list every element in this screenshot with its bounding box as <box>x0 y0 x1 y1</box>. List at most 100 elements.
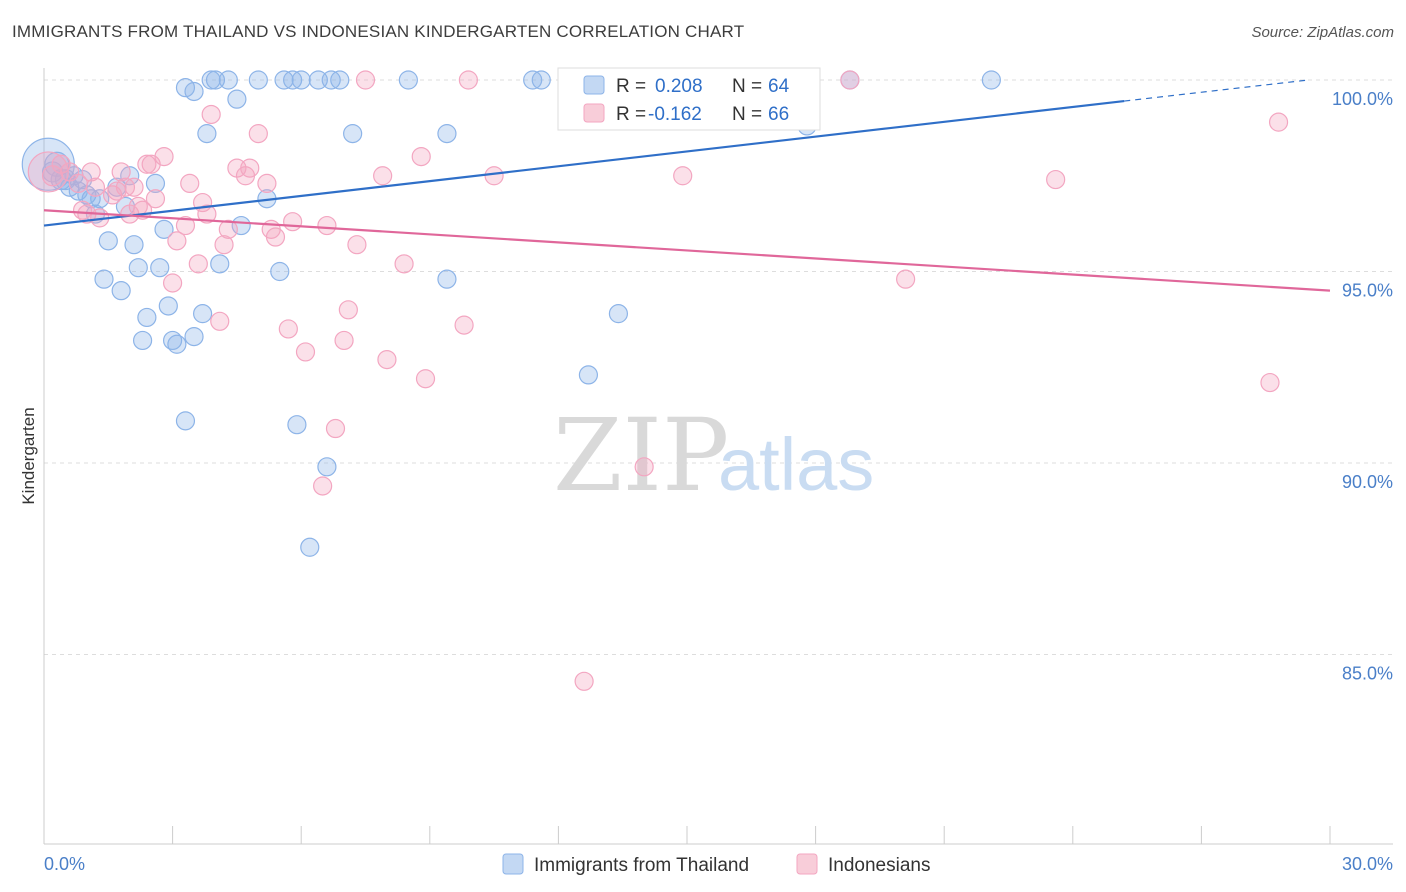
indonesians-point-62 <box>1260 372 1280 393</box>
thailand-point-15 <box>124 235 144 255</box>
series-legend: Immigrants from Thailand Indonesians <box>502 853 930 876</box>
y-tick-label-100: 100.0% <box>1332 89 1393 109</box>
legend-swatch-thailand <box>583 75 605 95</box>
thailand-point-50 <box>343 124 363 144</box>
thailand-point-45 <box>300 537 320 557</box>
indonesians-trend-line <box>43 209 1331 292</box>
indonesians-point-58 <box>673 166 693 186</box>
legend-n-value-indonesians: 66 <box>768 104 789 125</box>
thailand-point-35 <box>231 215 251 236</box>
thailand-point-24 <box>167 334 187 354</box>
indonesians-point-11 <box>111 162 131 182</box>
indonesians-point-19 <box>154 147 174 167</box>
indonesians-point-35 <box>257 173 277 194</box>
thailand-point-10 <box>98 231 118 251</box>
indonesians-point-45 <box>338 300 358 320</box>
thailand-trend-line <box>43 99 1125 227</box>
indonesians-point-20 <box>163 273 183 293</box>
indonesians-point-30 <box>218 219 238 239</box>
indonesians-point-65 <box>128 196 148 216</box>
legend-n-label-indonesians: N = <box>732 104 762 125</box>
thailand-point-16 <box>128 258 148 278</box>
thailand-point-18 <box>132 330 153 351</box>
bottom-legend-label-thailand: Immigrants from Thailand <box>534 855 749 876</box>
thailand-point-57 <box>608 304 629 324</box>
indonesians-point-40 <box>295 342 316 362</box>
legend-r-label-thailand: R = <box>616 76 646 97</box>
thailand-point-49 <box>330 70 350 90</box>
thailand-point-43 <box>291 70 311 90</box>
stats-legend: R = 0.208 N = 64 R = -0.162 N = 66 <box>557 67 821 131</box>
thailand-point-38 <box>248 70 268 90</box>
indonesians-point-18 <box>145 189 166 209</box>
indonesians-point-49 <box>377 349 397 370</box>
y-tick-label-85: 85.0% <box>1342 664 1393 684</box>
thailand-point-21 <box>154 219 174 239</box>
indonesians-point-26 <box>197 204 217 224</box>
thailand-point-60 <box>981 70 1001 90</box>
thailand-point-32 <box>210 254 230 274</box>
watermark-atlas: atlas <box>718 423 874 506</box>
indonesians-point-23 <box>180 173 200 194</box>
indonesians-point-42 <box>317 215 337 236</box>
indonesians-point-6 <box>81 162 101 182</box>
indonesians-point-22 <box>175 215 196 236</box>
legend-n-value-thailand: 64 <box>768 76 790 97</box>
indonesians-point-63 <box>1268 112 1289 132</box>
thailand-point-29 <box>193 304 213 324</box>
thailand-point-56 <box>578 365 599 385</box>
indonesians-point-16 <box>137 154 157 174</box>
indonesians-point-53 <box>454 315 474 335</box>
trend-lines <box>43 79 1331 292</box>
indonesians-point-28 <box>210 311 230 331</box>
axes <box>43 68 1393 845</box>
thailand-point-19 <box>145 173 166 194</box>
y-tick-labels: 85.0% 90.0% 95.0% 100.0% <box>1332 89 1393 684</box>
x-tick-label-max: 30.0% <box>1342 854 1393 874</box>
bottom-legend-swatch-thailand <box>502 853 524 875</box>
thailand-point-52 <box>437 124 457 144</box>
thailand-point-20 <box>150 258 170 278</box>
y-tick-label-95: 95.0% <box>1342 281 1393 301</box>
indonesians-point-29 <box>214 235 234 255</box>
thailand-point-28 <box>197 124 217 144</box>
thailand-point-33 <box>218 70 238 90</box>
chart-title: IMMIGRANTS FROM THAILAND VS INDONESIAN K… <box>12 22 745 41</box>
bottom-legend-swatch-indonesians <box>796 853 818 875</box>
thailand-point-51 <box>398 70 418 90</box>
thailand-point-37 <box>111 281 131 301</box>
indonesians-point-59 <box>840 70 860 90</box>
indonesians-point-55 <box>484 166 504 186</box>
indonesians-point-57 <box>634 457 654 477</box>
indonesians-point-44 <box>334 330 354 351</box>
thailand-trend-extension <box>1124 79 1309 102</box>
indonesians-point-46 <box>347 235 367 255</box>
thailand-point-30 <box>201 70 221 90</box>
legend-n-label-thailand: N = <box>732 76 762 97</box>
indonesians-point-51 <box>411 147 431 167</box>
indonesians-point-37 <box>265 227 286 247</box>
indonesians-point-33 <box>240 158 260 178</box>
indonesians-point-34 <box>248 124 268 144</box>
thailand-point-26 <box>184 81 204 102</box>
indonesians-point-24 <box>188 254 208 274</box>
indonesians-point-52 <box>415 369 436 389</box>
indonesians-point-14 <box>124 177 144 197</box>
bottom-legend-label-indonesians: Indonesians <box>828 855 930 876</box>
thailand-point-34 <box>227 89 247 109</box>
indonesians-point-61 <box>1046 169 1066 190</box>
legend-r-label-indonesians: R = <box>616 104 646 125</box>
indonesians-point-54 <box>458 70 478 90</box>
data-points <box>21 70 1289 691</box>
thailand-point-27 <box>184 327 204 347</box>
indonesians-point-60 <box>896 269 916 289</box>
thailand-point-48 <box>317 457 337 477</box>
indonesians-point-27 <box>201 104 221 125</box>
thailand-point-36 <box>175 411 196 431</box>
indonesians-point-39 <box>283 212 303 232</box>
thailand-point-44 <box>287 415 307 435</box>
thailand-point-22 <box>158 296 178 316</box>
thailand-point-53 <box>437 269 457 289</box>
x-tick-label-min: 0.0% <box>44 854 85 874</box>
